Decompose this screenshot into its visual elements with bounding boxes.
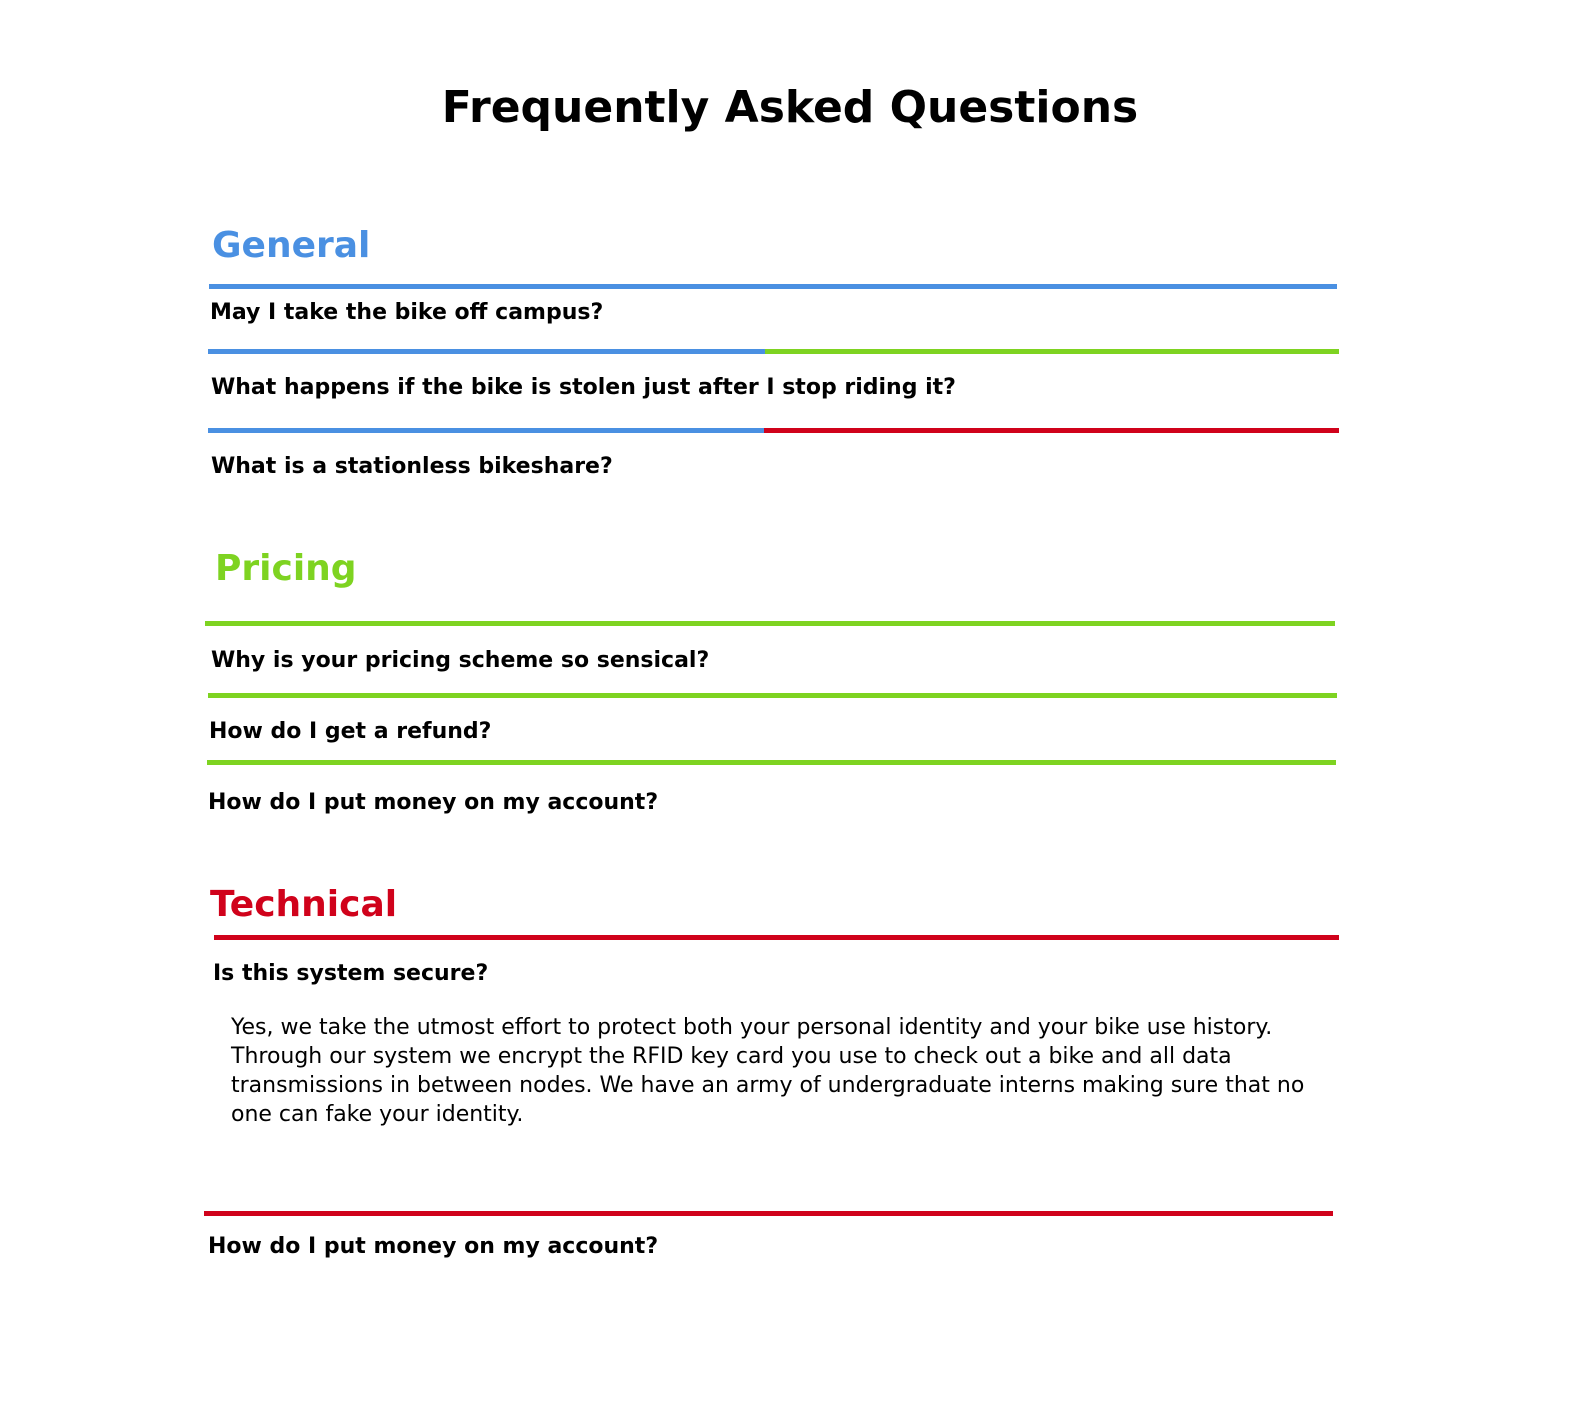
divider-general-1-right bbox=[765, 349, 1339, 354]
faq-question-pricing-scheme[interactable]: Why is your pricing scheme so sensical? bbox=[211, 648, 710, 673]
faq-question-stationless[interactable]: What is a stationless bikeshare? bbox=[211, 454, 613, 479]
page-title: Frequently Asked Questions bbox=[441, 82, 1139, 133]
faq-question-refund[interactable]: How do I get a refund? bbox=[209, 719, 492, 744]
divider-pricing-2 bbox=[207, 760, 1336, 765]
divider-pricing-top bbox=[205, 621, 1335, 626]
divider-technical-1 bbox=[204, 1211, 1333, 1216]
divider-general-top bbox=[209, 284, 1337, 289]
divider-general-2-left bbox=[208, 428, 764, 433]
divider-general-2-right bbox=[764, 428, 1339, 433]
divider-technical-top bbox=[214, 935, 1339, 940]
section-title-technical: Technical bbox=[210, 884, 398, 925]
section-title-pricing: Pricing bbox=[215, 548, 357, 589]
faq-answer-secure: Yes, we take the utmost effort to protec… bbox=[231, 1015, 1305, 1127]
faq-question-bike-stolen[interactable]: What happens if the bike is stolen just … bbox=[211, 375, 956, 400]
faq-question-put-money-technical[interactable]: How do I put money on my account? bbox=[208, 1234, 659, 1259]
faq-question-put-money[interactable]: How do I put money on my account? bbox=[208, 790, 659, 815]
faq-question-secure[interactable]: Is this system secure? bbox=[213, 961, 489, 986]
divider-general-1-left bbox=[208, 349, 765, 354]
section-title-general: General bbox=[212, 225, 371, 266]
faq-question-off-campus[interactable]: May I take the bike off campus? bbox=[210, 300, 604, 325]
divider-pricing-1 bbox=[208, 693, 1337, 698]
